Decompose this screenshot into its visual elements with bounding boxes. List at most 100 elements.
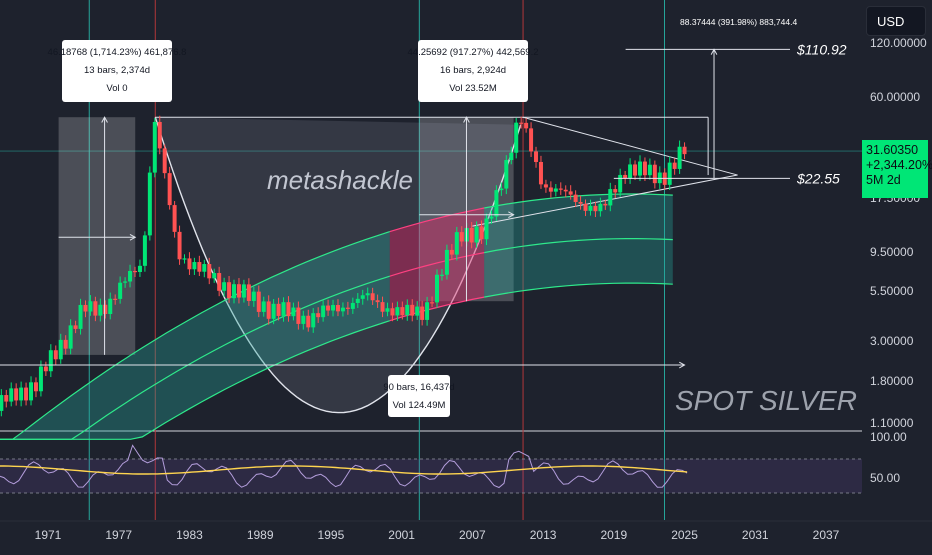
candle-body xyxy=(534,151,539,162)
title-overlay: SPOT SILVER xyxy=(675,385,857,416)
candle-body xyxy=(24,387,29,401)
candle-body xyxy=(281,302,286,316)
time-axis-tick: 2037 xyxy=(813,528,840,542)
candle-body xyxy=(618,174,623,193)
band-line-red xyxy=(389,207,485,233)
candle-body xyxy=(4,395,9,402)
rsi-axis-tick: 50.00 xyxy=(870,471,900,485)
candle-body xyxy=(469,227,474,243)
candle-body xyxy=(251,291,256,301)
price-axis-tick: 5.50000 xyxy=(870,284,914,298)
band-line-red xyxy=(389,252,485,277)
candle-body xyxy=(306,315,311,328)
time-axis-tick: 2031 xyxy=(742,528,769,542)
candle-body xyxy=(637,161,642,176)
candle-body xyxy=(93,301,98,316)
candle-body xyxy=(459,232,464,242)
measure-box-3-line: Vol 124.49M xyxy=(393,400,446,411)
time-axis-tick: 2013 xyxy=(530,528,557,542)
candle-body xyxy=(227,282,232,299)
candle-body xyxy=(355,298,360,303)
price-timeframe: 5M 2d xyxy=(866,173,901,187)
current-price-label: 31.60350 +2,344.20% 5M 2d xyxy=(862,140,932,198)
time-axis-tick: 2019 xyxy=(600,528,627,542)
candle-body xyxy=(311,313,316,328)
band-fill-green-1 xyxy=(0,231,390,440)
measure-box-1-line: 13 bars, 2,374d xyxy=(84,65,150,76)
candle-body xyxy=(301,315,306,324)
candle-body xyxy=(553,188,558,192)
rsi-line xyxy=(0,444,688,489)
candle-body xyxy=(415,306,420,316)
candle-body xyxy=(152,121,157,173)
candle-body xyxy=(232,284,237,299)
rsi-axis-tick: 100.00 xyxy=(870,430,907,444)
candle-body xyxy=(187,258,192,270)
candle-body xyxy=(172,205,177,232)
target-label-low: $22.55 xyxy=(796,170,840,186)
candle-body xyxy=(53,350,58,360)
candle-body xyxy=(9,388,14,402)
candle-body xyxy=(316,313,321,318)
measure-box-3-bg xyxy=(388,375,450,417)
candle-body xyxy=(395,307,400,316)
price-change: +2,344.20% xyxy=(866,158,932,172)
candle-body xyxy=(449,249,454,255)
measure-box-2-line: 44.25692 (917.27%) 442,569.2 xyxy=(408,47,539,58)
candle-body xyxy=(435,274,439,303)
candle-body xyxy=(548,187,553,192)
cup-curve xyxy=(154,116,522,414)
candle-body xyxy=(677,146,682,169)
candle-body xyxy=(425,302,430,320)
currency-selector[interactable]: USD xyxy=(866,6,926,36)
candle-body xyxy=(0,395,4,411)
candle-body xyxy=(48,350,53,372)
measure-arrow-up-1-head xyxy=(101,116,108,123)
candle-body xyxy=(271,303,276,319)
candle-body xyxy=(608,189,613,206)
candle-body xyxy=(558,188,563,190)
measure-box-2-line: 16 bars, 2,924d xyxy=(440,65,506,76)
candle-body xyxy=(73,325,78,329)
candle-body xyxy=(14,388,19,401)
band-fill-green-2 xyxy=(484,194,673,298)
rsi-ma-line xyxy=(0,465,688,475)
candle-body xyxy=(573,194,578,202)
candle-body xyxy=(444,249,449,275)
candle-body xyxy=(430,302,435,304)
rsi-band-fill xyxy=(0,459,862,493)
candle-body xyxy=(19,387,24,401)
band-line xyxy=(484,282,673,298)
candle-body xyxy=(499,188,504,191)
candle-body xyxy=(628,164,633,179)
wedge-upper-line xyxy=(522,116,738,176)
candle-body xyxy=(197,262,202,272)
candle-body xyxy=(98,304,103,316)
candle-body xyxy=(400,307,405,316)
candle-body xyxy=(291,307,296,317)
candle-body xyxy=(33,382,38,392)
candle-body xyxy=(474,226,479,243)
measure-box-3: 90 bars, 16,437d Vol 124.49M xyxy=(383,375,455,417)
candle-body xyxy=(78,304,83,329)
candle-body xyxy=(123,281,128,283)
candle-body xyxy=(380,302,385,312)
measure-box-2: 44.25692 (917.27%) 442,569.2 16 bars, 2,9… xyxy=(408,40,539,102)
candle-body xyxy=(563,189,568,192)
candle-body xyxy=(568,191,573,195)
candle-body xyxy=(217,273,222,291)
measure-box-1: 46.18768 (1,714.23%) 461,876.8 13 bars, 2… xyxy=(48,40,186,102)
price-axis-tick: 1.80000 xyxy=(870,374,914,388)
target-label-high: $110.92 xyxy=(796,41,847,57)
candle-body xyxy=(137,265,142,272)
candle-body xyxy=(321,305,326,318)
candle-body xyxy=(118,282,123,299)
candle-body xyxy=(652,164,657,184)
candle-body xyxy=(385,308,390,312)
candle-body xyxy=(162,148,167,174)
candle-body xyxy=(246,284,251,301)
band-line xyxy=(0,320,390,440)
candle-body xyxy=(682,146,687,155)
